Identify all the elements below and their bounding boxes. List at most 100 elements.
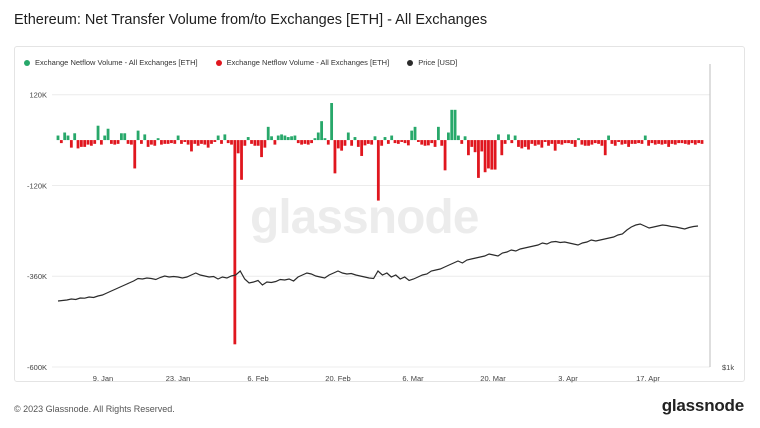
y-right-tick-label: $1k: [722, 363, 734, 372]
netflow-bar: [79, 140, 83, 147]
netflow-bar: [253, 140, 257, 146]
chart-panel: [14, 46, 745, 382]
netflow-bar: [163, 140, 167, 144]
netflow-bar: [680, 140, 684, 144]
netflow-bar: [153, 140, 157, 146]
netflow-bar: [223, 134, 227, 141]
netflow-bar: [683, 140, 687, 144]
netflow-bar: [183, 140, 187, 142]
netflow-bar: [573, 140, 577, 147]
netflow-bar: [603, 140, 607, 156]
netflow-bar: [116, 140, 120, 144]
netflow-bar: [473, 140, 477, 153]
netflow-bar: [103, 135, 107, 141]
legend: Exchange Netflow Volume - All Exchanges …: [24, 58, 457, 67]
legend-item-outflow[interactable]: Exchange Netflow Volume - All Exchanges …: [215, 58, 390, 67]
netflow-bar: [133, 140, 137, 169]
netflow-bar: [490, 140, 494, 170]
netflow-bar: [610, 140, 614, 144]
netflow-bar: [700, 140, 704, 144]
netflow-bar: [203, 140, 207, 145]
netflow-bar: [109, 140, 113, 144]
netflow-bar: [690, 140, 694, 144]
netflow-bar: [196, 140, 200, 146]
netflow-bar: [280, 134, 283, 141]
netflow-bar: [623, 140, 627, 144]
netflow-bar: [370, 140, 374, 145]
netflow-bar: [146, 140, 150, 147]
netflow-bar: [353, 137, 357, 141]
netflow-bar: [166, 140, 170, 144]
netflow-bar: [497, 134, 500, 141]
netflow-bar: [697, 140, 701, 144]
legend-dot-green-icon: [24, 59, 30, 66]
netflow-bar: [470, 140, 474, 147]
netflow-bar: [270, 136, 273, 141]
netflow-bar: [660, 140, 664, 145]
legend-item-inflow[interactable]: Exchange Netflow Volume - All Exchanges …: [24, 58, 198, 67]
netflow-bar: [150, 140, 153, 145]
netflow-bar: [593, 140, 597, 144]
netflow-bar: [577, 138, 580, 141]
netflow-bar: [240, 140, 243, 180]
netflow-bar: [413, 126, 417, 141]
netflow-bar: [246, 137, 250, 141]
netflow-bar: [119, 133, 123, 141]
netflow-bar: [567, 140, 570, 144]
netflow-bar: [340, 140, 344, 151]
x-tick-label: 6. Mar: [402, 374, 424, 383]
netflow-bar: [73, 133, 77, 141]
netflow-bar: [637, 140, 641, 144]
chart-title: Ethereum: Net Transfer Volume from/to Ex…: [14, 12, 488, 28]
x-tick-label: 17. Apr: [636, 374, 660, 383]
netflow-bar: [403, 140, 407, 144]
netflow-bar: [276, 135, 280, 141]
netflow-bar: [657, 140, 661, 144]
netflow-bar: [463, 136, 467, 141]
x-tick-label: 20. Feb: [325, 374, 350, 383]
netflow-bar: [330, 103, 334, 141]
legend-label-outflow: Exchange Netflow Volume - All Exchanges …: [226, 58, 390, 67]
netflow-bar: [326, 140, 330, 145]
netflow-bar: [627, 140, 630, 147]
netflow-bar: [600, 140, 604, 146]
netflow-bar: [426, 140, 430, 146]
netflow-bar: [693, 140, 697, 145]
netflow-bar: [89, 140, 93, 146]
netflow-bar: [590, 140, 594, 145]
legend-item-price[interactable]: Price [USD]: [407, 58, 457, 67]
netflow-bar: [216, 135, 220, 141]
netflow-bar: [440, 140, 444, 146]
netflow-bar: [156, 138, 160, 141]
netflow-bar: [557, 140, 560, 144]
legend-label-inflow: Exchange Netflow Volume - All Exchanges …: [35, 58, 198, 67]
netflow-bar: [433, 140, 437, 147]
netflow-bar: [643, 135, 647, 141]
netflow-bar: [483, 140, 487, 173]
netflow-bar: [323, 138, 327, 141]
netflow-bar: [663, 140, 667, 144]
netflow-bar: [96, 125, 100, 141]
netflow-bar: [423, 140, 427, 146]
netflow-bar: [106, 128, 110, 141]
netflow-bar: [583, 140, 587, 146]
x-tick-label: 9. Jan: [93, 374, 113, 383]
netflow-bar: [513, 135, 517, 141]
netflow-bar: [523, 140, 527, 147]
netflow-bar: [140, 140, 143, 144]
netflow-bar: [540, 140, 544, 148]
netflow-bar: [200, 140, 203, 144]
netflow-bar: [176, 135, 180, 141]
netflow-bar: [543, 140, 547, 142]
netflow-bar: [59, 140, 63, 144]
netflow-bar: [493, 140, 497, 170]
netflow-bar: [173, 140, 177, 144]
netflow-bar: [410, 130, 414, 141]
netflow-bar: [653, 140, 657, 145]
x-tick-label: 3. Apr: [558, 374, 578, 383]
netflow-bar: [206, 140, 210, 148]
netflow-bar: [517, 140, 520, 147]
netflow-bar: [170, 140, 173, 144]
x-tick-label: 23. Jan: [166, 374, 191, 383]
netflow-bar: [487, 140, 490, 169]
